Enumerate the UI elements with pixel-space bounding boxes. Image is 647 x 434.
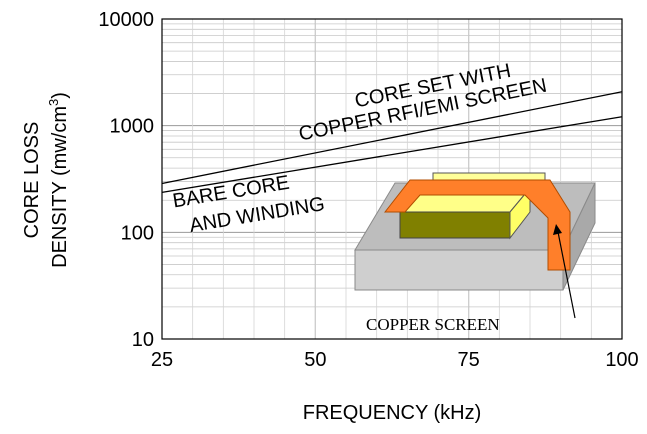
y-axis-title-end: ) (49, 92, 71, 99)
grid (161, 18, 623, 340)
lines (161, 91, 623, 194)
x-axis-title: FREQUENCY (kHz) (303, 402, 482, 424)
y-tick-label: 10 (132, 329, 154, 351)
y-tick-label: 1000 (110, 116, 155, 138)
series-line (161, 91, 623, 185)
plot-frame (161, 18, 623, 340)
inset-illustration: COPPER SCREEN (354, 172, 596, 334)
x-tick-label: 75 (458, 349, 480, 371)
x-tick-label: 100 (605, 349, 638, 371)
inset-label: COPPER SCREEN (366, 315, 500, 334)
base-side (562, 182, 596, 291)
x-tick-label: 50 (304, 349, 326, 371)
y-axis-title-sup: 3 (46, 99, 61, 106)
x-tick-label: 25 (151, 349, 173, 371)
arrow-head (553, 224, 562, 235)
y-axis-title-2: DENSITY (mw/cm3) (46, 92, 71, 268)
series-line (161, 116, 623, 194)
core-side (509, 186, 531, 240)
copper-screen (383, 179, 571, 271)
y-tick-label: 100 (121, 222, 154, 244)
y-tick-label: 10000 (98, 9, 154, 31)
base-front (354, 249, 564, 291)
y-axis-title-text: DENSITY (mw/cm (49, 106, 71, 268)
core-front (399, 211, 511, 239)
pointer-arrow (557, 231, 576, 319)
y-axis-title-1: CORE LOSS (21, 122, 43, 239)
